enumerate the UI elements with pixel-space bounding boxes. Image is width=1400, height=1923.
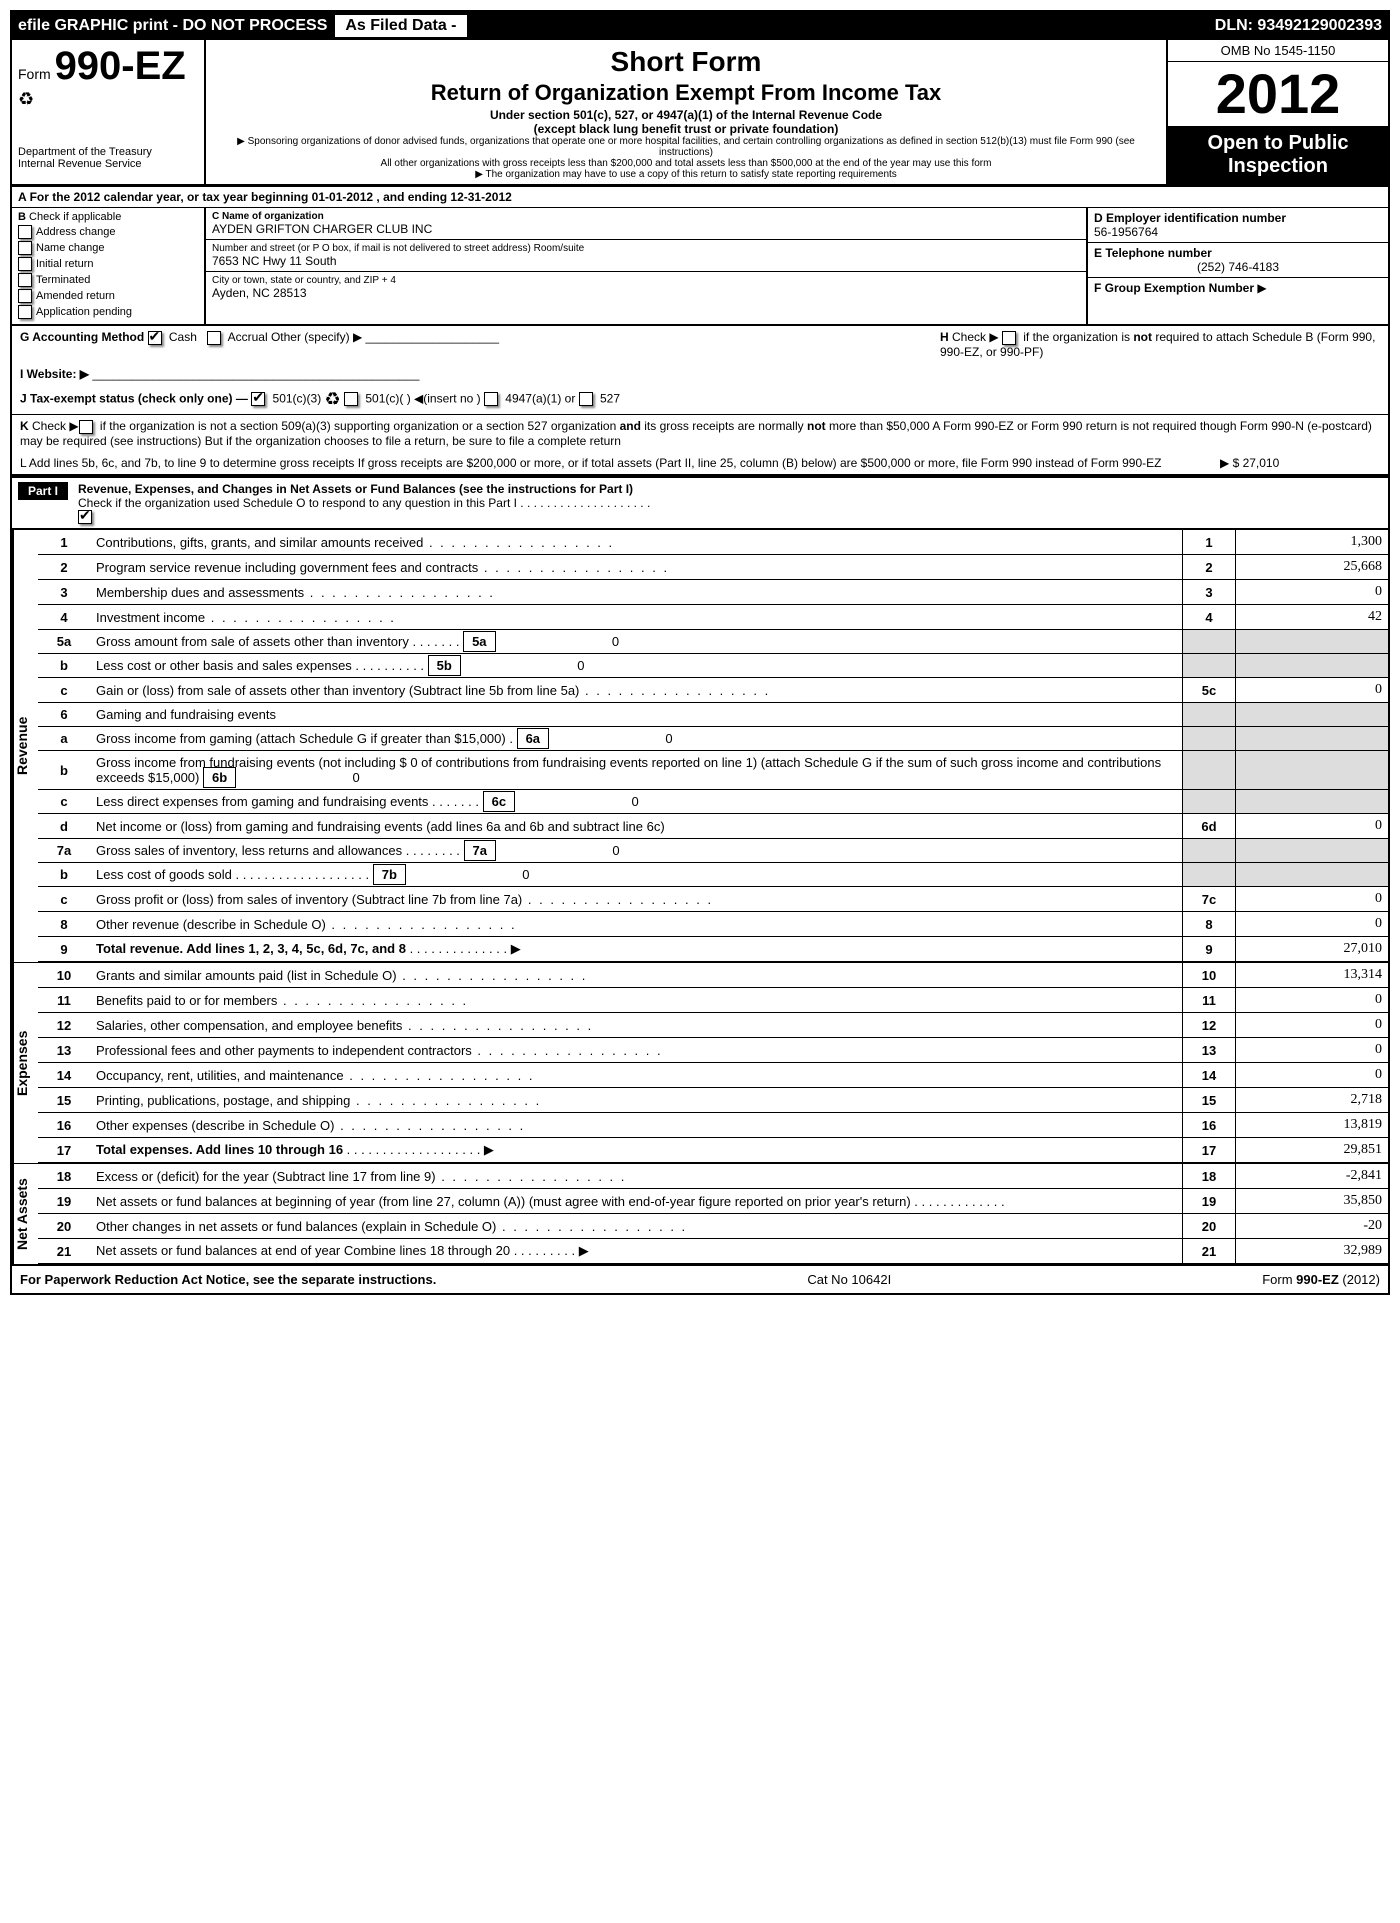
revenue-section: Revenue 1Contributions, gifts, grants, a… xyxy=(12,529,1388,962)
info-right: D Employer identification number 56-1956… xyxy=(1086,208,1388,324)
recycle-icon: ♻ xyxy=(18,89,34,110)
info-block: B Check if applicable Address change Nam… xyxy=(12,208,1388,326)
expenses-section: Expenses 10Grants and similar amounts pa… xyxy=(12,962,1388,1163)
revenue-label: Revenue xyxy=(12,530,38,962)
chk-schedule-b[interactable] xyxy=(1002,331,1016,345)
chk-schedule-o[interactable] xyxy=(78,510,92,524)
net-assets-section: Net Assets 18Excess or (deficit) for the… xyxy=(12,1163,1388,1264)
title-center: Short Form Return of Organization Exempt… xyxy=(206,40,1166,184)
line-i: I Website: ▶ ___________________________… xyxy=(12,363,1388,385)
note-2: All other organizations with gross recei… xyxy=(214,158,1158,169)
l-amount: ▶ $ 27,010 xyxy=(1220,456,1380,470)
ein: 56-1956764 xyxy=(1094,225,1158,239)
footer-center: Cat No 10642I xyxy=(807,1272,891,1287)
line-j: J Tax-exempt status (check only one) — 5… xyxy=(12,385,1388,415)
chk-cash[interactable] xyxy=(148,331,162,345)
title-block: Form 990-EZ ♻ Department of the Treasury… xyxy=(12,40,1388,185)
chk-501c3[interactable] xyxy=(251,392,265,406)
org-name: AYDEN GRIFTON CHARGER CLUB INC xyxy=(212,222,1080,236)
line-g-h: G Accounting Method Cash Accrual Other (… xyxy=(12,326,1388,363)
check-column: B Check if applicable Address change Nam… xyxy=(12,208,206,324)
footer-left: For Paperwork Reduction Act Notice, see … xyxy=(20,1272,436,1287)
line-k: K Check ▶ if the organization is not a s… xyxy=(12,415,1388,452)
part-badge: Part I xyxy=(18,482,68,500)
treasury-dept: Department of the Treasury xyxy=(18,146,198,158)
expenses-label: Expenses xyxy=(12,963,38,1163)
section-a-end: , and ending 12-31-2012 xyxy=(376,190,511,204)
footer-right: Form 990-EZ (2012) xyxy=(1262,1272,1380,1287)
page-footer: For Paperwork Reduction Act Notice, see … xyxy=(12,1264,1388,1293)
chk-501c[interactable] xyxy=(344,392,358,406)
efile-text: efile GRAPHIC print - DO NOT PROCESS xyxy=(12,17,327,35)
section-a-text: For the 2012 calendar year, or tax year … xyxy=(30,190,374,204)
note-1: ▶ Sponsoring organizations of donor advi… xyxy=(214,136,1158,158)
chk-initial-return[interactable] xyxy=(18,257,32,271)
chk-address-change[interactable] xyxy=(18,225,32,239)
net-assets-table: 18Excess or (deficit) for the year (Subt… xyxy=(38,1164,1388,1264)
expenses-table: 10Grants and similar amounts paid (list … xyxy=(38,963,1388,1163)
revenue-table: 1Contributions, gifts, grants, and simil… xyxy=(38,530,1388,962)
irs: Internal Revenue Service xyxy=(18,158,198,170)
chk-amended[interactable] xyxy=(18,289,32,303)
section-a-row: A For the 2012 calendar year, or tax yea… xyxy=(12,185,1388,208)
chk-name-change[interactable] xyxy=(18,241,32,255)
street-address: 7653 NC Hwy 11 South xyxy=(212,254,1080,268)
line-l: L Add lines 5b, 6c, and 7b, to line 9 to… xyxy=(12,452,1388,476)
part-i-header: Part I Revenue, Expenses, and Changes in… xyxy=(12,476,1388,530)
open-to-public: Open to Public Inspection xyxy=(1168,126,1388,184)
omb-number: OMB No 1545-1150 xyxy=(1168,40,1388,62)
chk-terminated[interactable] xyxy=(18,273,32,287)
group-exemption-arrow: ▶ xyxy=(1257,281,1266,295)
main-title: Return of Organization Exempt From Incom… xyxy=(214,80,1158,106)
tax-year: 2012 xyxy=(1168,62,1388,126)
telephone: (252) 746-4183 xyxy=(1094,260,1382,274)
form-number: 990-EZ xyxy=(55,44,186,88)
form-page: efile GRAPHIC print - DO NOT PROCESS As … xyxy=(10,10,1390,1295)
chk-4947[interactable] xyxy=(484,392,498,406)
form-label: Form xyxy=(18,66,51,82)
short-form-heading: Short Form xyxy=(214,46,1158,78)
dln: DLN: 93492129002393 xyxy=(1215,17,1388,35)
city-state-zip: Ayden, NC 28513 xyxy=(212,286,1080,300)
as-filed-pill: As Filed Data - xyxy=(335,15,466,37)
note-3: ▶ The organization may have to use a cop… xyxy=(214,169,1158,180)
subtitle-1: Under section 501(c), 527, or 4947(a)(1)… xyxy=(214,108,1158,122)
form-number-column: Form 990-EZ ♻ Department of the Treasury… xyxy=(12,40,206,184)
net-assets-label: Net Assets xyxy=(12,1164,38,1264)
chk-527[interactable] xyxy=(579,392,593,406)
chk-pending[interactable] xyxy=(18,305,32,319)
title-right: OMB No 1545-1150 2012 Open to Public Ins… xyxy=(1166,40,1388,184)
chk-k[interactable] xyxy=(79,420,93,434)
recycle-icon-2: ♻ xyxy=(325,389,341,410)
info-middle: C Name of organization AYDEN GRIFTON CHA… xyxy=(206,208,1086,324)
subtitle-2: (except black lung benefit trust or priv… xyxy=(214,122,1158,136)
efile-header: efile GRAPHIC print - DO NOT PROCESS As … xyxy=(12,12,1388,40)
chk-accrual[interactable] xyxy=(207,331,221,345)
